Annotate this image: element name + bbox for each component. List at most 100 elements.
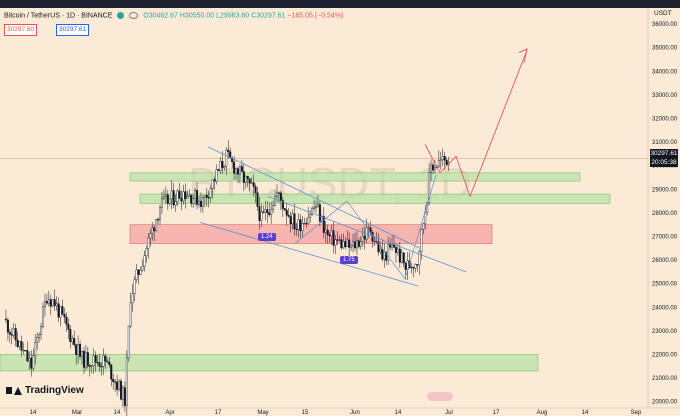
candle-up (315, 206, 318, 209)
buy-price-box[interactable]: 30297.61 (56, 24, 90, 36)
candle-down (404, 262, 407, 270)
candle-up (32, 355, 35, 369)
candle-down (86, 352, 89, 366)
candle-down (248, 178, 251, 184)
candle-down (293, 213, 296, 230)
candle-up (149, 233, 152, 239)
price-axis (648, 8, 680, 416)
candle-down (75, 344, 78, 355)
eye-icon[interactable] (129, 12, 139, 19)
ratio-label-b[interactable]: 1.75 (340, 256, 358, 264)
candle-down (254, 186, 257, 194)
price-chart[interactable]: 20000.00 21000.00 22000.00 23000.00 24000.00… (0, 8, 680, 416)
candle-down (108, 361, 111, 366)
candle-up (346, 239, 349, 247)
candle-up (158, 207, 161, 220)
candle-down (180, 198, 183, 202)
candle-down (73, 338, 76, 345)
candle-down (344, 241, 347, 247)
candle-up (18, 341, 21, 347)
candle-down (231, 157, 234, 163)
candle-up (34, 341, 37, 356)
candle-up (250, 182, 253, 184)
x-tick-label: Sep (631, 410, 642, 416)
candle-down (332, 230, 335, 246)
ratio-label-a[interactable]: 1.24 (258, 233, 276, 241)
candle-up (307, 217, 310, 224)
candle-down (385, 251, 388, 261)
candle-down (394, 246, 397, 253)
candle-up (125, 357, 128, 406)
y-tick-label: 24000.00 (652, 305, 678, 311)
symbol-title[interactable]: Bitcoin / TetherUS · 1D · BINANCE (4, 12, 113, 20)
candle-up (342, 241, 345, 249)
candle-up (211, 179, 214, 189)
x-tick-label: 15 (302, 410, 309, 416)
y-tick-label: 22000.00 (652, 352, 678, 358)
candle-up (291, 213, 294, 225)
support-zone (129, 172, 581, 182)
candle-down (416, 264, 419, 266)
candle-up (174, 201, 177, 206)
candle-down (63, 314, 66, 318)
candle-down (227, 149, 230, 152)
candle-down (221, 161, 224, 168)
candle-down (340, 239, 343, 249)
candle-up (194, 190, 197, 199)
candle-up (135, 269, 138, 280)
channel-lower-line (199, 221, 419, 287)
candle-up (145, 248, 148, 257)
candle-up (118, 380, 121, 390)
candle-down (363, 235, 366, 240)
candle-down (242, 171, 245, 183)
candle-down (256, 192, 259, 207)
x-tick-label: Aug (537, 410, 548, 416)
tradingview-logo[interactable]: TradingView (6, 385, 84, 396)
candle-down (16, 339, 19, 347)
candle-up (151, 227, 154, 234)
y-tick-label: 27000.00 (652, 234, 678, 240)
candle-down (289, 216, 292, 225)
candle-up (422, 223, 425, 230)
candle-down (217, 169, 220, 171)
candle-down (106, 360, 109, 363)
events-icon[interactable] (427, 392, 453, 401)
candle-down (412, 266, 415, 269)
y-tick-label: 33000.00 (652, 93, 678, 99)
y-tick-label: 34000.00 (652, 69, 678, 75)
candle-down (258, 206, 261, 221)
candle-down (285, 210, 288, 216)
candle-down (112, 379, 115, 382)
candle-up (260, 211, 263, 221)
candle-up (441, 155, 444, 160)
candle-up (276, 192, 279, 198)
candle-down (281, 200, 284, 209)
candle-down (116, 381, 119, 390)
candle-down (299, 219, 302, 232)
candle-up (160, 197, 163, 208)
y-tick-label: 25000.00 (652, 282, 678, 288)
candle-up (71, 338, 74, 343)
candle-up (264, 209, 267, 213)
candle-up (379, 248, 382, 253)
candle-down (199, 200, 202, 207)
sell-price-box[interactable]: 30297.60 (4, 24, 38, 36)
candle-up (396, 248, 399, 253)
candle-down (67, 324, 70, 330)
current-price-value: 30297.61 (650, 150, 678, 157)
candle-down (326, 229, 329, 235)
candle-up (437, 160, 440, 167)
currency-label[interactable]: USDT (654, 10, 672, 17)
candle-down (69, 329, 72, 343)
candle-up (188, 194, 191, 197)
candle-up (355, 240, 358, 249)
candle-up (129, 302, 132, 327)
y-tick-label: 20000.00 (652, 400, 678, 406)
candle-up (209, 188, 212, 198)
candle-up (162, 196, 165, 199)
candle-up (420, 229, 423, 252)
candle-down (114, 381, 117, 383)
candle-down (57, 303, 60, 318)
close-value: C30297.61 (251, 12, 286, 20)
candle-down (268, 212, 271, 216)
